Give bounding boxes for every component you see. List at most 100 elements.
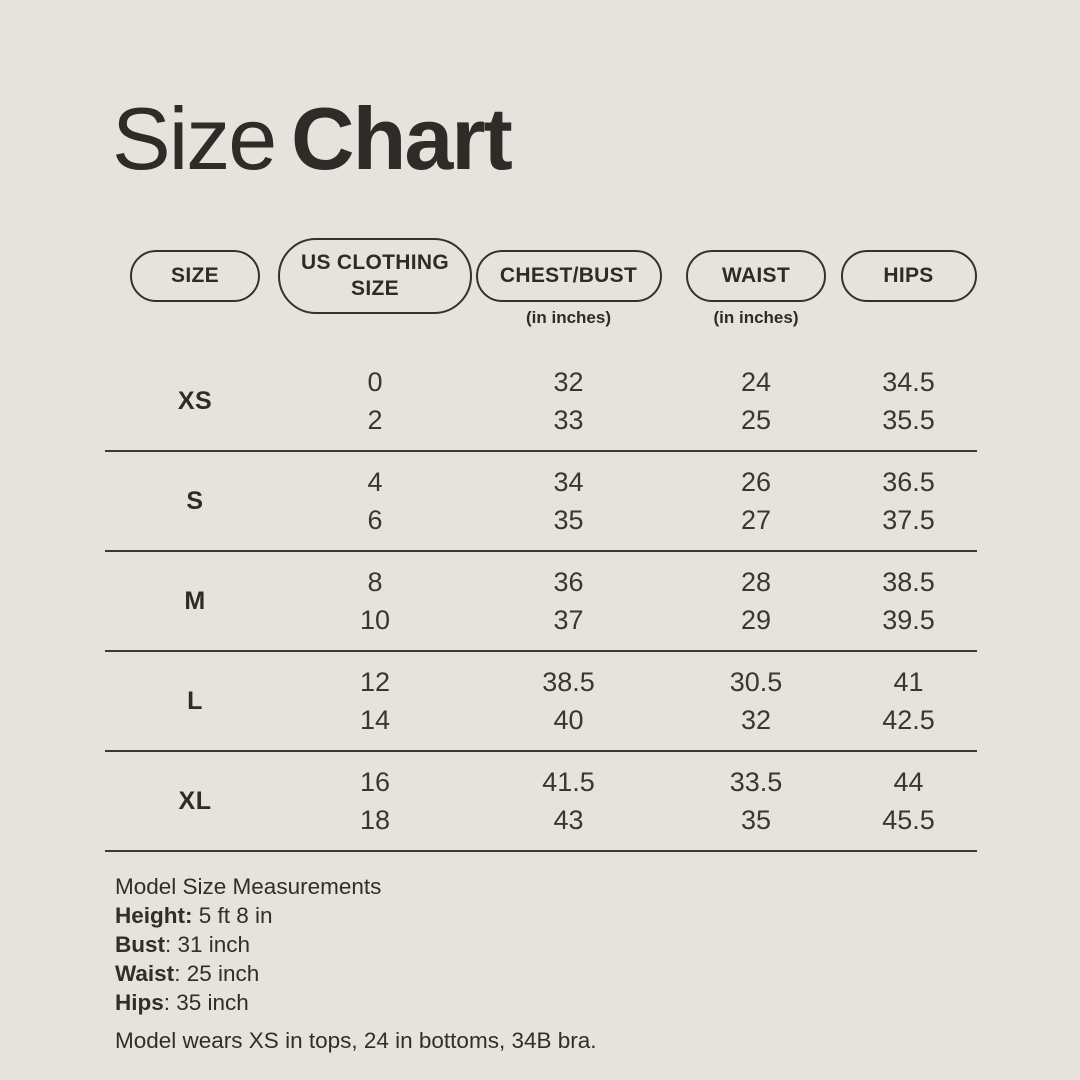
model-bust-line: Bust: 31 inch [115,930,597,959]
hips-value: 39.5 [882,605,935,635]
chest-value: 34 [553,467,584,497]
us-size-values: 12 14 [285,663,465,739]
table-row-l: L 12 14 38.5 40 30.5 32 41 42.5 [105,652,977,752]
chest-value: 32 [553,367,584,397]
waist-values: 30.5 32 [672,663,840,739]
waist-value: 29 [740,605,772,635]
chest-value: 38.5 [542,667,595,697]
model-hips-line: Hips: 35 inch [115,988,597,1017]
us-size-values: 8 10 [285,563,465,639]
us-size-value: 14 [359,705,391,735]
hips-values: 41 42.5 [840,663,977,739]
row-size-label: XS [177,386,213,415]
model-height-line: Height: 5 ft 8 in [115,901,597,930]
model-hips-label: Hips [115,990,164,1015]
us-size-value: 12 [359,667,391,697]
hips-value: 34.5 [882,367,935,397]
size-column-pill: SIZE [130,250,260,302]
chest-values: 34 35 [465,463,672,539]
header-cell-chest-bust: CHEST/BUST (in inches) [465,230,672,327]
hips-values: 44 45.5 [840,763,977,839]
hips-values: 34.5 35.5 [840,363,977,439]
chest-values: 41.5 43 [465,763,672,839]
chest-value: 41.5 [542,767,595,797]
table-body: XS 0 2 32 33 24 25 34.5 35.5 [105,352,977,852]
waist-value: 32 [740,705,772,735]
us-size-values: 0 2 [285,363,465,439]
chest-values: 38.5 40 [465,663,672,739]
waist-value: 30.5 [729,667,783,697]
hips-value: 42.5 [882,705,935,735]
hips-value: 44 [893,767,924,797]
hips-values: 36.5 37.5 [840,463,977,539]
chest-values: 36 37 [465,563,672,639]
waist-value: 28 [740,567,772,597]
model-hips-value: : 35 inch [163,990,249,1015]
table-row-xs: XS 0 2 32 33 24 25 34.5 35.5 [105,352,977,452]
header-cell-us-clothing-size: US CLOTHING SIZE [278,230,472,322]
us-size-value: 6 [367,505,383,535]
waist-value: 35 [740,805,772,835]
model-waist-label: Waist [115,961,175,986]
size-table: SIZE US CLOTHING SIZE CHEST/BUST (in inc… [105,230,977,852]
hips-column-pill: HIPS [840,250,977,302]
waist-value: 26 [740,467,772,497]
model-waist-value: : 25 inch [174,961,260,986]
hips-value: 41 [893,667,924,697]
row-size-label: XL [178,786,212,815]
us-clothing-size-column-pill: US CLOTHING SIZE [278,238,472,314]
page-title-bold: Chart [291,89,513,188]
waist-value: 25 [740,405,772,435]
page-title: Size Chart [112,88,513,190]
hips-value: 36.5 [882,467,935,497]
us-size-values: 16 18 [285,763,465,839]
row-size-label: S [186,486,204,515]
header-cell-size: SIZE [105,230,285,322]
header-cell-waist: WAIST (in inches) [672,230,840,327]
model-bust-label: Bust [115,932,165,957]
waist-value: 27 [740,505,772,535]
hips-value: 37.5 [882,505,935,535]
model-wears-note: Model wears XS in tops, 24 in bottoms, 3… [115,1028,597,1053]
chest-value: 33 [553,405,584,435]
chest-value: 35 [553,505,584,535]
waist-values: 28 29 [672,563,840,639]
table-row-m: M 8 10 36 37 28 29 38.5 39.5 [105,552,977,652]
us-size-value: 16 [359,767,391,797]
hips-value: 45.5 [882,805,935,835]
model-bust-value: : 31 inch [165,932,251,957]
header-cell-hips: HIPS [840,230,977,322]
hips-value: 35.5 [882,405,935,435]
us-size-value: 2 [367,405,383,435]
hips-value: 38.5 [882,567,935,597]
chest-value: 36 [553,567,584,597]
chest-bust-unit-label: (in inches) [525,308,611,327]
model-waist-line: Waist: 25 inch [115,959,597,988]
model-height-label: Height: [115,903,193,928]
us-size-value: 10 [359,605,391,635]
model-height-value: 5 ft 8 in [192,903,273,928]
chest-value: 40 [553,705,584,735]
chest-value: 43 [553,805,584,835]
waist-values: 24 25 [672,363,840,439]
waist-column-pill: WAIST [686,250,826,302]
model-measurements-heading: Model Size Measurements [115,874,382,899]
table-header-row: SIZE US CLOTHING SIZE CHEST/BUST (in inc… [105,230,977,327]
chest-bust-column-pill: CHEST/BUST [475,250,662,302]
waist-unit-label: (in inches) [713,308,799,327]
chest-value: 37 [553,605,584,635]
us-size-values: 4 6 [285,463,465,539]
page-title-light: Size [112,89,277,188]
waist-value: 24 [740,367,772,397]
us-size-value: 4 [367,467,383,497]
table-row-xl: XL 16 18 41.5 43 33.5 35 44 45.5 [105,752,977,852]
row-size-label: L [187,686,203,715]
waist-values: 26 27 [672,463,840,539]
hips-values: 38.5 39.5 [840,563,977,639]
table-row-s: S 4 6 34 35 26 27 36.5 37.5 [105,452,977,552]
us-size-value: 0 [367,367,383,397]
waist-value: 33.5 [729,767,783,797]
chest-values: 32 33 [465,363,672,439]
row-size-label: M [184,586,206,615]
